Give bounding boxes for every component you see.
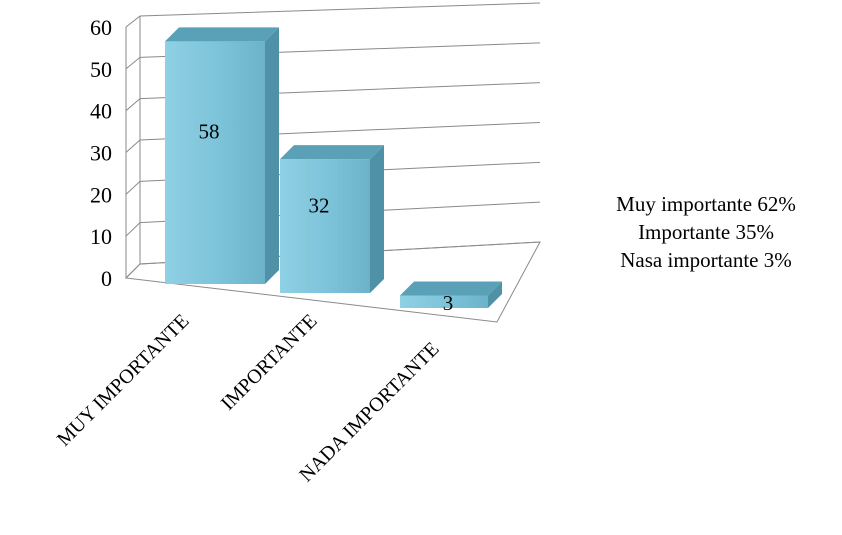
annotation-line-importante: Importante 35%	[638, 220, 774, 244]
bar-side	[488, 281, 502, 308]
x-category-label: MUY IMPORTANTE	[53, 310, 194, 451]
x-category-label: IMPORTANTE	[217, 310, 322, 415]
bar-nada-importante	[400, 281, 502, 308]
bar-front	[400, 295, 488, 308]
data-label: 32	[309, 194, 330, 218]
gridline	[125, 2, 541, 28]
y-tick-label: 40	[90, 99, 112, 124]
annotation-line-muy-importante: Muy importante 62%	[616, 192, 796, 216]
data-label: 58	[199, 119, 220, 143]
y-tick-label: 50	[90, 57, 112, 82]
y-tick-label: 60	[90, 15, 112, 40]
bar-front	[280, 159, 370, 293]
percentage-annotation: Muy importante 62% Importante 35% Nasa i…	[570, 190, 842, 274]
bar-side	[265, 27, 279, 284]
y-tick-label: 10	[90, 224, 112, 249]
gridline	[125, 241, 541, 279]
annotation-line-nasa-importante: Nasa importante 3%	[620, 248, 792, 272]
bar-top	[280, 145, 384, 160]
bar-top	[165, 27, 279, 42]
bar-front	[165, 41, 265, 284]
y-tick-label: 30	[90, 141, 112, 166]
y-tick-label: 20	[90, 182, 112, 207]
bar-importante	[280, 145, 384, 293]
gridline	[125, 161, 541, 195]
gridline	[125, 82, 541, 112]
bar-muy-importante	[165, 27, 279, 284]
gridline	[125, 122, 541, 153]
y-tick-label: 0	[101, 266, 112, 291]
data-label: 3	[443, 291, 454, 315]
x-category-label: NADA IMPORTANTE	[295, 338, 443, 486]
gridline	[125, 42, 541, 70]
bar-side	[370, 145, 384, 293]
gridline	[125, 201, 541, 237]
bar-top	[400, 281, 502, 296]
